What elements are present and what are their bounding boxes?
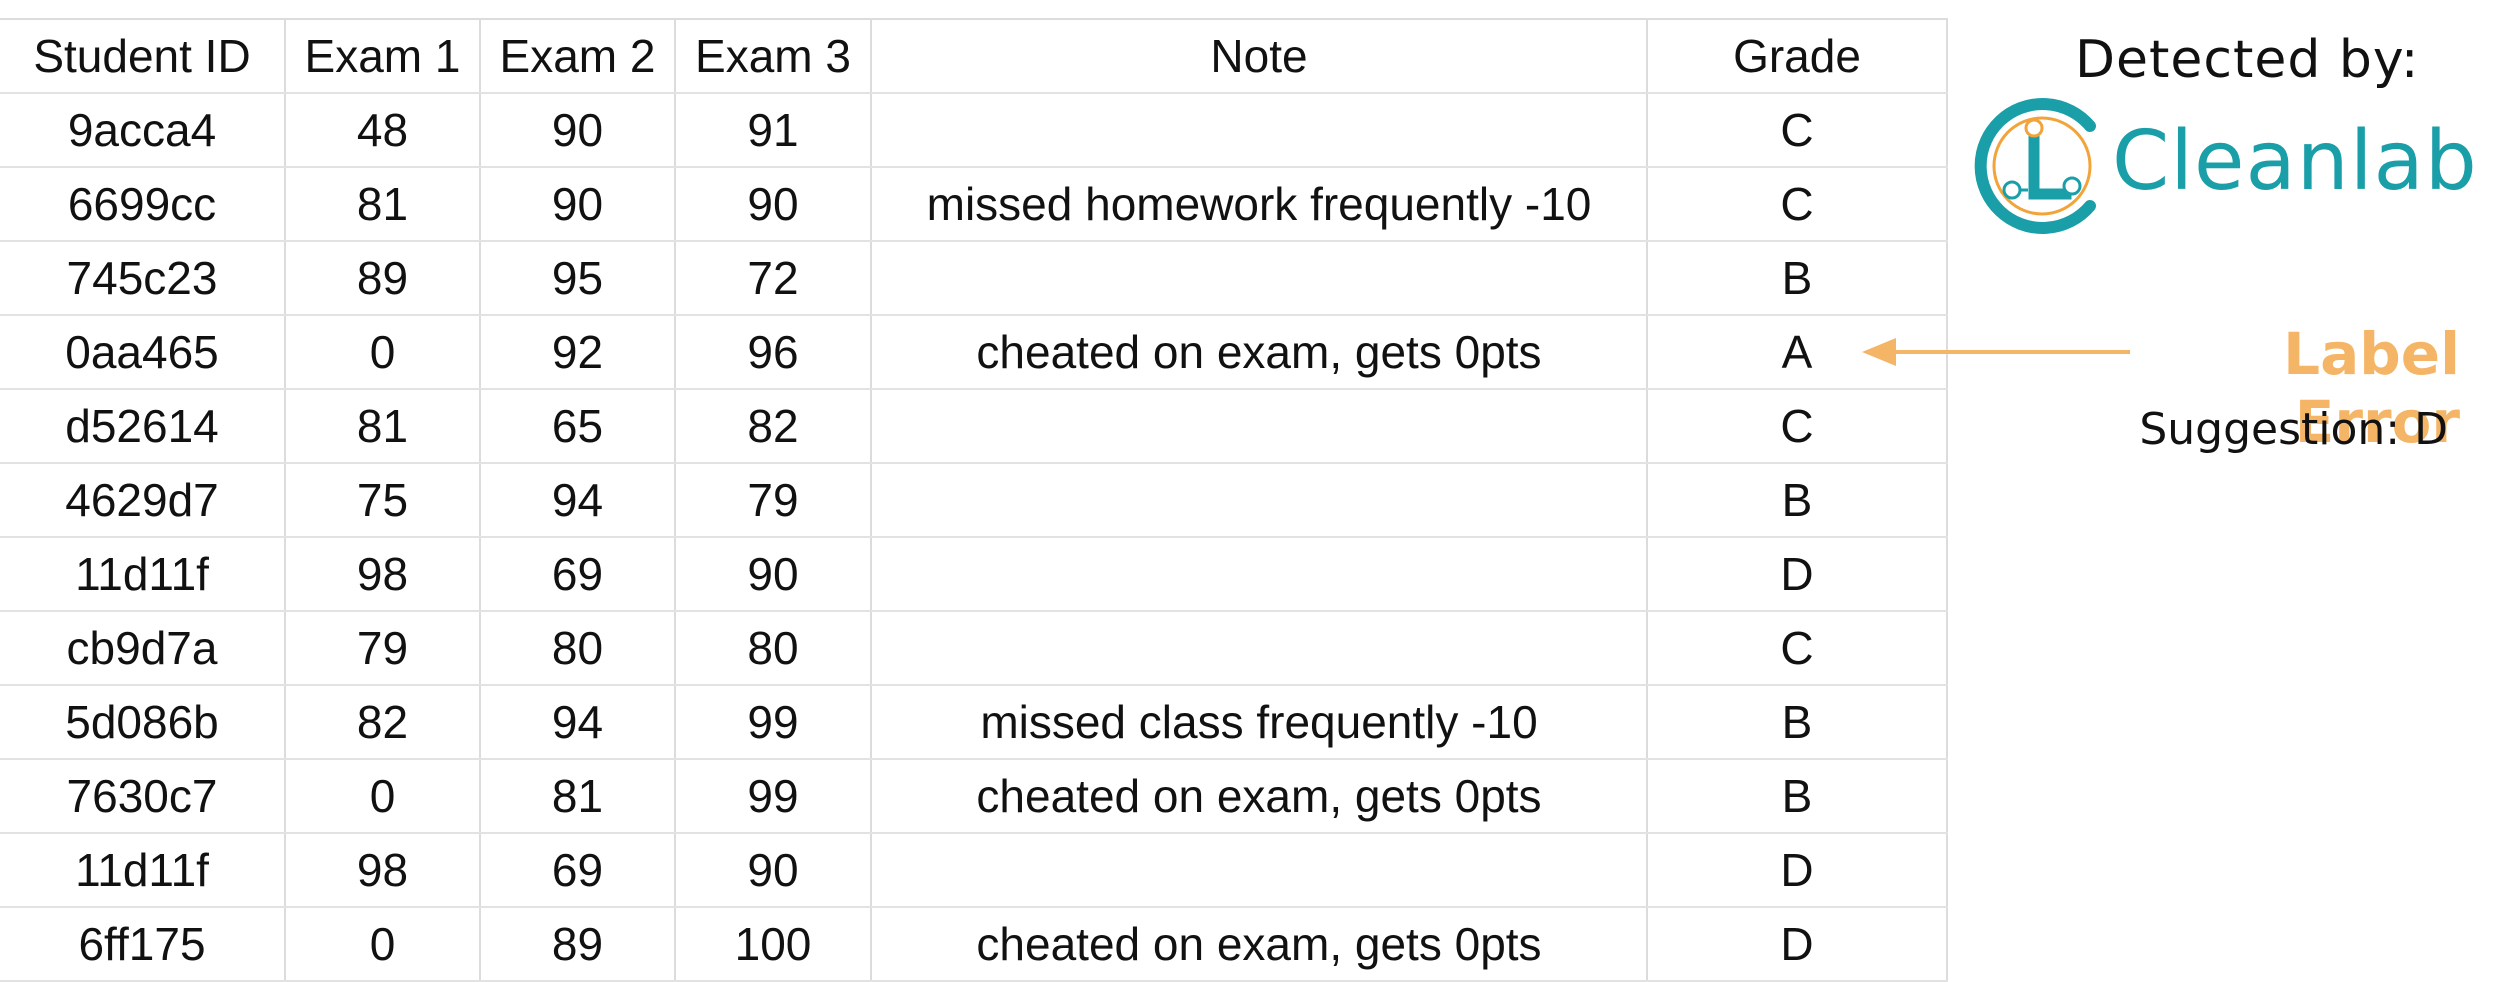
cell-note[interactable] — [871, 93, 1648, 168]
cell-exam-1[interactable]: 79 — [285, 611, 481, 686]
table-row: 9acca4 48 90 91 C — [0, 93, 1948, 168]
cell-grade[interactable]: B — [1647, 463, 1948, 538]
cell-exam-1[interactable]: 0 — [285, 759, 481, 834]
cell-student-id[interactable]: 4629d7 — [0, 463, 286, 538]
cell-grade[interactable]: D — [1647, 537, 1948, 612]
cell-exam-2[interactable]: 94 — [480, 463, 676, 538]
cell-grade[interactable]: D — [1647, 907, 1948, 982]
cell-exam-1[interactable]: 48 — [285, 93, 481, 168]
cell-exam-1[interactable]: 98 — [285, 833, 481, 908]
cell-exam-3[interactable]: 90 — [675, 833, 872, 908]
header-exam-3[interactable]: Exam 3 — [675, 18, 872, 94]
cell-exam-1[interactable]: 75 — [285, 463, 481, 538]
spreadsheet: Student ID Exam 1 Exam 2 Exam 3 Note Gra… — [0, 18, 1948, 982]
cleanlab-logo-icon — [1974, 98, 2096, 234]
cell-exam-3[interactable]: 79 — [675, 463, 872, 538]
cell-note[interactable]: missed homework frequently -10 — [871, 167, 1648, 242]
cell-student-id[interactable]: d52614 — [0, 389, 286, 464]
cell-student-id[interactable]: 0aa465 — [0, 315, 286, 390]
cell-exam-2[interactable]: 80 — [480, 611, 676, 686]
header-row: Student ID Exam 1 Exam 2 Exam 3 Note Gra… — [0, 18, 1948, 94]
cell-exam-3[interactable]: 90 — [675, 167, 872, 242]
cell-exam-2[interactable]: 94 — [480, 685, 676, 760]
cell-grade[interactable]: B — [1647, 759, 1948, 834]
table-row-flagged: 0aa465 0 92 96 cheated on exam, gets 0pt… — [0, 315, 1948, 390]
cell-exam-3[interactable]: 96 — [675, 315, 872, 390]
cell-exam-3[interactable]: 99 — [675, 759, 872, 834]
header-grade[interactable]: Grade — [1647, 18, 1948, 94]
table-row: 11d11f 98 69 90 D — [0, 833, 1948, 908]
cell-note[interactable]: cheated on exam, gets 0pts — [871, 759, 1648, 834]
cell-exam-3[interactable]: 91 — [675, 93, 872, 168]
cell-exam-2[interactable]: 81 — [480, 759, 676, 834]
cell-note[interactable] — [871, 463, 1648, 538]
cell-exam-3[interactable]: 72 — [675, 241, 872, 316]
cell-exam-3[interactable]: 82 — [675, 389, 872, 464]
cell-exam-3[interactable]: 100 — [675, 907, 872, 982]
table-row: 745c23 89 95 72 B — [0, 241, 1948, 316]
cell-student-id[interactable]: 6699cc — [0, 167, 286, 242]
cell-note[interactable]: missed class frequently -10 — [871, 685, 1648, 760]
brand-name: Cleanlab — [2112, 114, 2478, 209]
cell-note[interactable]: cheated on exam, gets 0pts — [871, 315, 1648, 390]
cell-exam-3[interactable]: 90 — [675, 537, 872, 612]
cell-student-id[interactable]: 745c23 — [0, 241, 286, 316]
cell-student-id[interactable]: 11d11f — [0, 833, 286, 908]
cell-note[interactable]: cheated on exam, gets 0pts — [871, 907, 1648, 982]
table-row: 11d11f 98 69 90 D — [0, 537, 1948, 612]
table-row: 6699cc 81 90 90 missed homework frequent… — [0, 167, 1948, 242]
table-row: cb9d7a 79 80 80 C — [0, 611, 1948, 686]
cell-student-id[interactable]: 5d086b — [0, 685, 286, 760]
cell-exam-2[interactable]: 90 — [480, 93, 676, 168]
cell-grade[interactable]: C — [1647, 389, 1948, 464]
cell-note[interactable] — [871, 241, 1648, 316]
cleanlab-logo: Cleanlab — [1962, 86, 2482, 246]
cell-exam-2[interactable]: 90 — [480, 167, 676, 242]
table-row: 5d086b 82 94 99 missed class frequently … — [0, 685, 1948, 760]
cell-exam-2[interactable]: 89 — [480, 907, 676, 982]
cell-exam-2[interactable]: 69 — [480, 537, 676, 612]
cell-exam-1[interactable]: 81 — [285, 389, 481, 464]
header-student-id[interactable]: Student ID — [0, 18, 286, 94]
cell-note[interactable] — [871, 537, 1648, 612]
suggestion-text: Suggestion: D — [2139, 404, 2448, 455]
cell-grade[interactable]: B — [1647, 685, 1948, 760]
cell-grade[interactable]: C — [1647, 167, 1948, 242]
header-note[interactable]: Note — [871, 18, 1648, 94]
table-row: d52614 81 65 82 C — [0, 389, 1948, 464]
cell-grade[interactable]: C — [1647, 611, 1948, 686]
cell-student-id[interactable]: 6ff175 — [0, 907, 286, 982]
cell-exam-2[interactable]: 65 — [480, 389, 676, 464]
cell-exam-1[interactable]: 98 — [285, 537, 481, 612]
cell-exam-1[interactable]: 0 — [285, 907, 481, 982]
cell-grade[interactable]: C — [1647, 93, 1948, 168]
table-row: 7630c7 0 81 99 cheated on exam, gets 0pt… — [0, 759, 1948, 834]
cell-exam-2[interactable]: 92 — [480, 315, 676, 390]
detected-by-label: Detected by: — [2075, 30, 2420, 90]
cell-exam-1[interactable]: 89 — [285, 241, 481, 316]
header-exam-1[interactable]: Exam 1 — [285, 18, 481, 94]
grades-table: Student ID Exam 1 Exam 2 Exam 3 Note Gra… — [0, 18, 1948, 982]
arrow-left-icon — [1862, 338, 2130, 366]
cell-exam-1[interactable]: 82 — [285, 685, 481, 760]
cell-student-id[interactable]: 11d11f — [0, 537, 286, 612]
cell-student-id[interactable]: 7630c7 — [0, 759, 286, 834]
cell-grade[interactable]: D — [1647, 833, 1948, 908]
cell-exam-2[interactable]: 69 — [480, 833, 676, 908]
cell-note[interactable] — [871, 389, 1648, 464]
header-exam-2[interactable]: Exam 2 — [480, 18, 676, 94]
cell-exam-3[interactable]: 80 — [675, 611, 872, 686]
cell-exam-1[interactable]: 0 — [285, 315, 481, 390]
cell-note[interactable] — [871, 611, 1648, 686]
cell-student-id[interactable]: cb9d7a — [0, 611, 286, 686]
cell-grade[interactable]: B — [1647, 241, 1948, 316]
cell-note[interactable] — [871, 833, 1648, 908]
cell-exam-2[interactable]: 95 — [480, 241, 676, 316]
table-row: 4629d7 75 94 79 B — [0, 463, 1948, 538]
cell-student-id[interactable]: 9acca4 — [0, 93, 286, 168]
cell-exam-3[interactable]: 99 — [675, 685, 872, 760]
cell-exam-1[interactable]: 81 — [285, 167, 481, 242]
table-row: 6ff175 0 89 100 cheated on exam, gets 0p… — [0, 907, 1948, 982]
label-error-title: Label Error — [2283, 320, 2460, 456]
